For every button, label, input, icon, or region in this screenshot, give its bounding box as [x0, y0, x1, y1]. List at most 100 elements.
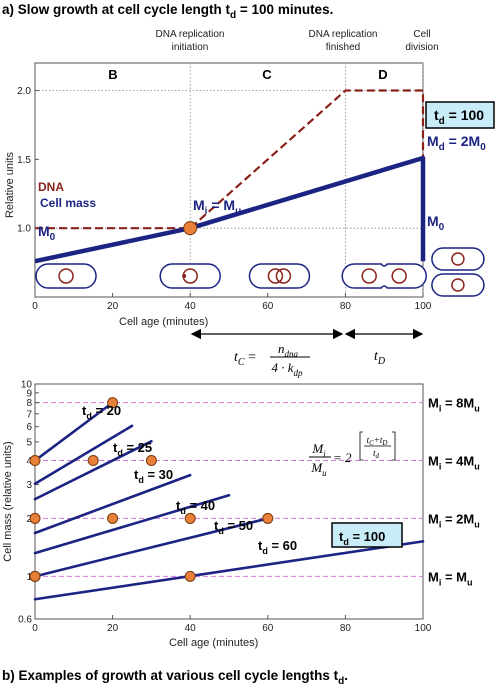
point-marker-td-50-2 [184, 512, 196, 524]
annotation-finished-line1: DNA replication [309, 29, 378, 40]
series-label-td-100: td = 100 [339, 529, 385, 547]
m0-after-division-label: M0 [427, 213, 445, 233]
y-tick-label-b-0: 0.6 [18, 615, 32, 626]
x-tick-label-b-100: 100 [415, 623, 432, 634]
mi-level-label-2: Mi = 2Mu [428, 511, 480, 529]
growth-line-td-40 [33, 473, 192, 535]
point-marker-td-100-1 [184, 570, 196, 582]
x-tick-label-b-20: 20 [107, 623, 119, 634]
point-marker-td-30-1 [87, 455, 99, 467]
cell-diagram-initiating [159, 263, 221, 289]
annotation-division-line1: Cell [413, 29, 430, 40]
y-tick-label-b-10: 10 [21, 380, 33, 391]
initiation-marker [183, 221, 198, 236]
mi-equals-mu-label: Mi = Mu [193, 197, 241, 217]
cell-mass-series-line [34, 155, 426, 264]
panel-a-plot: 0 20 40 60 80 100 1.0 1.5 2.0 Cell age (minutes) R… [4, 62, 485, 328]
chromosome [58, 268, 74, 284]
phase-b-label: B [108, 67, 117, 82]
x-tick-label-a-80: 80 [340, 301, 352, 312]
dna-series-label: DNA [38, 180, 64, 194]
x-axis-label-b: Cell age (minutes) [169, 637, 258, 649]
chromosome [267, 268, 284, 284]
mi-level-label-8: Mi = 8Mu [428, 396, 480, 414]
annotation-initiation-line2: initiation [172, 42, 209, 53]
growth-line-td-20 [33, 401, 114, 462]
growth-line-td-100 [33, 540, 425, 601]
series-label-td-50: td = 50 [214, 518, 253, 536]
md-equals-2m0-label: Md = 2M0 [427, 133, 486, 153]
point-marker-td-50-1 [107, 512, 119, 524]
y-tick-label-b-3: 3 [26, 480, 32, 491]
svg-text:td: td [373, 448, 380, 460]
td-100-box [425, 101, 495, 129]
svg-text:tC+tD: tC+tD [367, 435, 388, 447]
svg-text:Mi: Mi [311, 441, 326, 459]
series-label-td-30: td = 30 [134, 467, 173, 485]
svg-text:= 2: = 2 [333, 450, 352, 465]
cell-body [431, 247, 485, 271]
series-label-td-20: td = 20 [82, 403, 121, 421]
mi-level-label-1: Mi = Mu [428, 569, 473, 587]
y-tick-label-b-4: 4 [26, 456, 32, 467]
x-tick-label-b-60: 60 [262, 623, 274, 634]
growth-line-td-50 [33, 493, 231, 555]
cell-body [341, 263, 427, 289]
cell-diagram-divided [431, 247, 485, 297]
x-axis-label-a: Cell age (minutes) [119, 316, 208, 328]
annotation-finished-line2: finished [326, 42, 360, 53]
y-tick-label-b-5: 5 [26, 437, 32, 448]
y-tick-label-b-2: 2 [26, 514, 32, 525]
y-tick-label-b-1: 1 [26, 572, 32, 583]
annotation-initiation-line1: DNA replication [156, 29, 225, 40]
plot-frame-a [34, 62, 424, 298]
svg-text:ndna: ndna [278, 341, 299, 359]
cell-diagram-constricting [341, 263, 427, 289]
svg-text:tC =: tC = [234, 350, 256, 368]
x-tick-label-b-80: 80 [340, 623, 352, 634]
y-tick-label-b-8: 8 [26, 398, 32, 409]
td-100-box-label: td = 100 [434, 107, 484, 127]
phase-c-label: C [262, 67, 272, 82]
x-tick-label-a-0: 0 [32, 301, 38, 312]
chromosome [451, 252, 465, 266]
chromosome [361, 268, 377, 284]
panel-b-caption: b) Examples of growth at various cell cy… [2, 668, 348, 685]
point-marker-td-20-0 [29, 455, 41, 467]
x-tick-label-a-100: 100 [415, 301, 432, 312]
y-tick-label-b-7: 7 [26, 409, 32, 420]
chromosome [275, 268, 292, 284]
point-marker-td-20-1 [107, 397, 119, 409]
td-100-box-b [331, 522, 403, 548]
y-axis-label-b: Cell mass (relative units) [2, 441, 14, 561]
point-marker-td-30-0 [29, 512, 41, 524]
annotation-division-line2: division [405, 42, 438, 53]
dna-series-line [35, 89, 425, 230]
svg-text:Mu: Mu [310, 460, 327, 478]
y-tick-label-b-9: 9 [26, 388, 32, 399]
y-tick-label-a-2: 2.0 [17, 86, 31, 97]
series-label-td-40: td = 40 [176, 498, 215, 516]
point-marker-td-60-1 [262, 512, 274, 524]
growth-line-td-60 [33, 517, 270, 578]
chromosome [451, 278, 465, 292]
point-marker-td-30-2 [145, 455, 157, 467]
y-axis-label-a: Relative units [4, 151, 16, 218]
y-tick-label-a-1: 1.5 [17, 155, 31, 166]
x-tick-label-b-40: 40 [185, 623, 197, 634]
m0-label: M0 [38, 223, 56, 243]
growth-line-td-30 [33, 439, 153, 501]
tc-formula: tC = ndna 4 · kdp [234, 341, 310, 378]
panel-a-title: a) Slow growth at cell cycle length td =… [2, 2, 333, 21]
x-tick-label-a-60: 60 [262, 301, 274, 312]
x-tick-label-b-0: 0 [32, 623, 38, 634]
replication-origin [182, 274, 187, 278]
cell-body [35, 263, 97, 289]
plot-frame-b [34, 383, 424, 620]
mi-level-label-4: Mi = 4Mu [428, 454, 480, 472]
series-label-td-25: td = 25 [113, 440, 152, 458]
y-tick-label-b-6: 6 [26, 422, 32, 433]
chromosome [391, 268, 407, 284]
